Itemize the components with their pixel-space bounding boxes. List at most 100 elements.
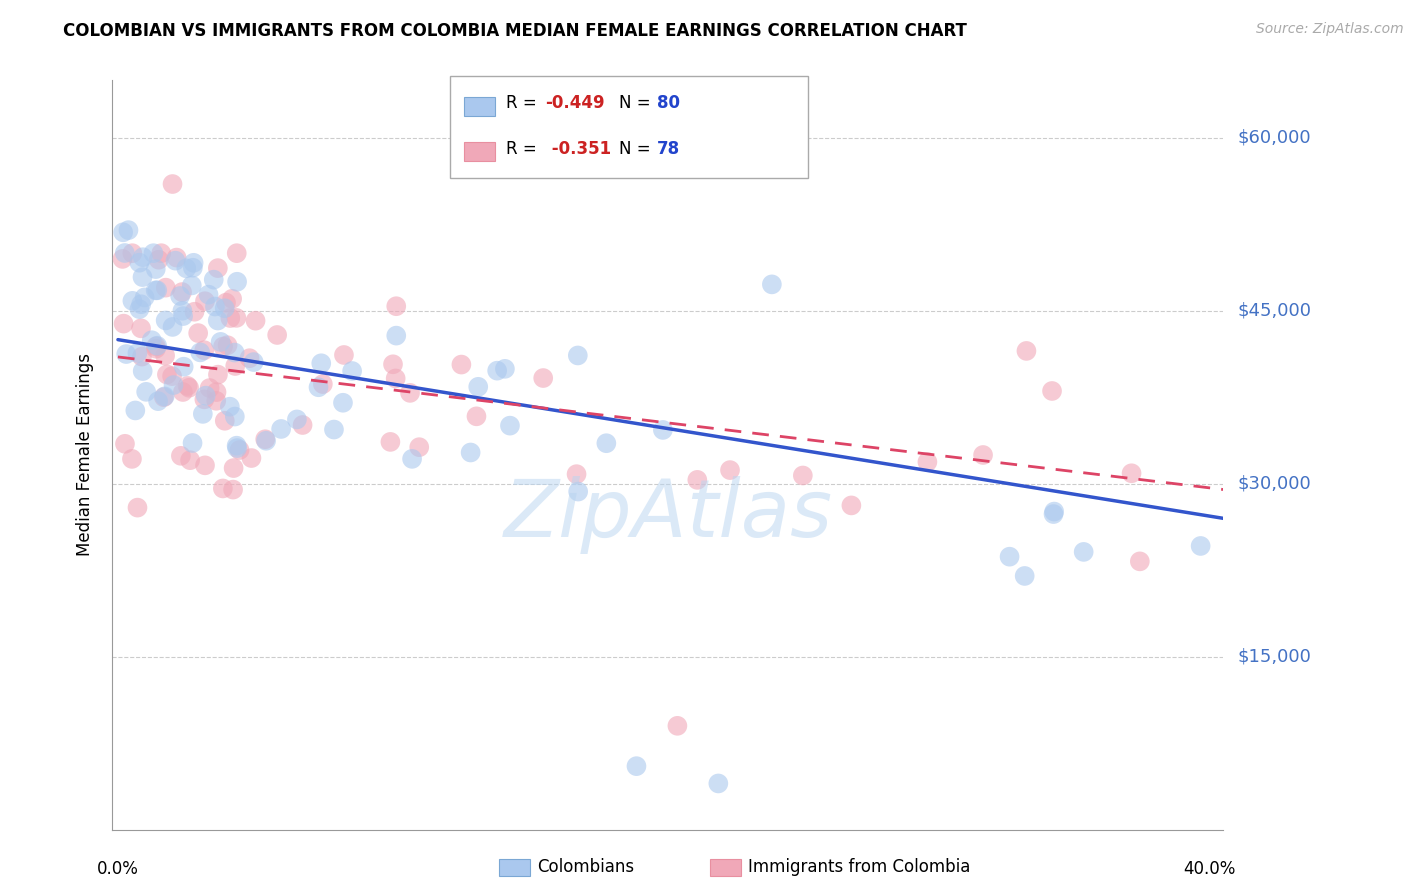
Point (131, 270, 153, 285)
Point (128, 256, 150, 270)
Point (114, 437, 136, 451)
Point (385, 328, 408, 343)
Point (309, 356, 332, 370)
Point (205, 393, 228, 408)
Text: -0.449: -0.449 (546, 94, 605, 112)
Point (172, 309, 194, 323)
Point (176, 379, 198, 393)
Point (567, 484, 589, 499)
Point (111, 252, 134, 266)
Point (207, 368, 229, 382)
Point (166, 251, 188, 265)
Point (1073, 545, 1095, 559)
Point (212, 482, 235, 496)
Point (531, 371, 554, 385)
Text: ZipAtlas: ZipAtlas (503, 475, 832, 554)
Point (1042, 507, 1064, 521)
Point (1043, 505, 1066, 519)
Point (1015, 343, 1038, 358)
Point (145, 339, 167, 353)
Point (486, 364, 509, 378)
Point (308, 380, 330, 394)
Point (266, 328, 288, 343)
Point (1189, 539, 1212, 553)
Text: $60,000: $60,000 (1237, 129, 1310, 147)
Point (194, 389, 217, 403)
Text: -0.351: -0.351 (546, 140, 610, 158)
Point (1121, 467, 1143, 481)
Point (384, 371, 406, 385)
Point (219, 311, 242, 326)
Point (172, 303, 194, 318)
Point (686, 473, 709, 487)
Point (238, 351, 260, 366)
Point (382, 357, 405, 371)
Point (333, 348, 356, 362)
Point (221, 292, 243, 306)
Point (132, 250, 155, 264)
Point (128, 302, 150, 317)
Point (401, 451, 423, 466)
Point (162, 378, 184, 392)
Text: $30,000: $30,000 (1237, 475, 1310, 492)
Point (146, 283, 169, 297)
Point (155, 280, 177, 294)
Point (332, 396, 354, 410)
Point (707, 776, 730, 790)
Point (240, 450, 263, 465)
Point (222, 461, 245, 475)
Point (214, 301, 236, 316)
Point (187, 326, 209, 340)
Point (242, 355, 264, 369)
Text: 78: 78 (657, 140, 679, 158)
Point (225, 310, 247, 325)
Point (202, 272, 225, 286)
Point (224, 359, 246, 373)
Point (145, 342, 167, 356)
Text: 80: 80 (657, 94, 679, 112)
Text: N =: N = (619, 94, 655, 112)
Point (291, 417, 314, 432)
Point (226, 275, 249, 289)
Point (145, 262, 167, 277)
Point (215, 295, 238, 310)
Point (170, 449, 193, 463)
Point (135, 384, 157, 399)
Point (124, 403, 146, 417)
Point (972, 448, 994, 462)
Point (460, 445, 482, 459)
Point (254, 434, 277, 448)
Point (1129, 554, 1152, 568)
Point (841, 499, 863, 513)
Point (222, 483, 245, 497)
Text: COLOMBIAN VS IMMIGRANTS FROM COLOMBIA MEDIAN FEMALE EARNINGS CORRELATION CHART: COLOMBIAN VS IMMIGRANTS FROM COLOMBIA ME… (63, 22, 967, 40)
Point (121, 451, 143, 466)
Point (917, 455, 939, 469)
Point (153, 349, 176, 363)
Point (193, 343, 215, 358)
Point (179, 453, 201, 467)
Point (148, 252, 170, 267)
Point (197, 287, 219, 301)
Point (595, 436, 617, 450)
Point (176, 261, 198, 276)
Point (408, 440, 430, 454)
Text: N =: N = (619, 140, 655, 158)
Point (450, 358, 472, 372)
Point (340, 364, 363, 378)
Point (225, 439, 247, 453)
Point (183, 304, 205, 318)
Point (112, 317, 135, 331)
Point (194, 294, 217, 309)
Point (499, 418, 522, 433)
Point (380, 434, 402, 449)
Point (179, 381, 201, 395)
Text: $15,000: $15,000 (1237, 648, 1310, 665)
Point (127, 500, 149, 515)
Point (224, 409, 246, 424)
Point (112, 225, 135, 239)
Point (212, 339, 235, 353)
Point (270, 422, 292, 436)
Point (170, 285, 193, 299)
Point (188, 345, 211, 359)
